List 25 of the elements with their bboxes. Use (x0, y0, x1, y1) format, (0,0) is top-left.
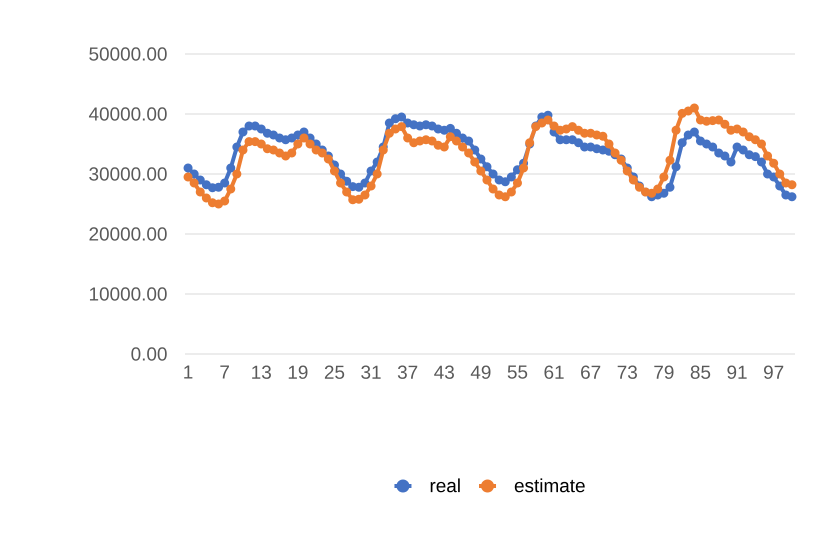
x-tick-label: 67 (581, 366, 600, 379)
y-tick-label: 50000.00 (89, 47, 167, 61)
x-tick-label: 49 (470, 366, 490, 379)
y-tick-label: 20000.00 (89, 227, 167, 241)
legend-label: real (430, 478, 460, 492)
y-tick-label: 10000.00 (90, 287, 167, 301)
x-tick-label: 61 (544, 366, 564, 379)
y-tick-label: 40000.00 (88, 107, 167, 121)
legend-label: estimate (514, 478, 585, 492)
x-tick-label: 73 (618, 366, 637, 379)
x-tick-label: 19 (288, 366, 308, 379)
y-tick-label: 0.00 (131, 347, 167, 361)
x-tick-label: 25 (324, 366, 344, 379)
y-tick-label: 30000.00 (89, 167, 167, 181)
x-tick-label: 31 (361, 366, 381, 379)
x-tick-label: 1 (184, 366, 192, 379)
x-tick-label: 7 (220, 366, 229, 379)
x-tick-label: 37 (398, 366, 418, 379)
x-tick-label: 13 (252, 366, 271, 379)
x-tick-label: 79 (654, 366, 674, 379)
x-tick-label: 55 (508, 366, 528, 379)
x-tick-label: 85 (690, 366, 710, 379)
x-tick-label: 43 (434, 366, 454, 379)
x-tick-label: 97 (764, 366, 784, 379)
x-tick-label: 91 (727, 366, 747, 379)
